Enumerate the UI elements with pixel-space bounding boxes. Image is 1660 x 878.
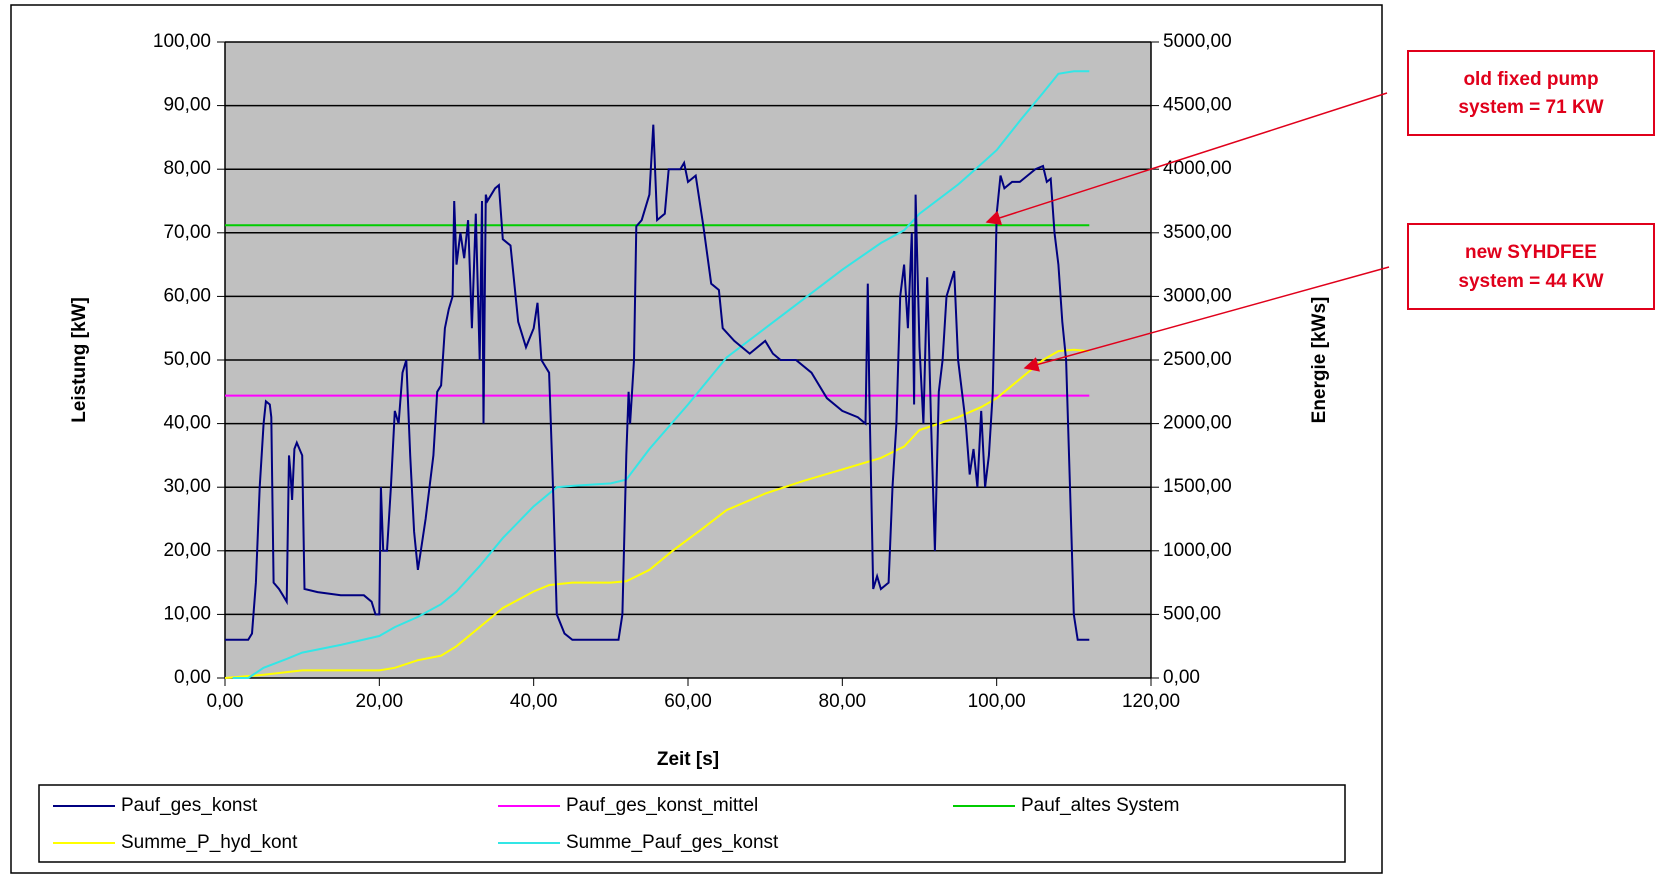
- annotation-text: system = 71 KW: [1458, 97, 1603, 118]
- y-tick-label: 10,00: [163, 603, 211, 624]
- x-tick-label: 20,00: [356, 691, 404, 712]
- y-tick-label: 70,00: [163, 222, 211, 243]
- legend-label: Summe_P_hyd_kont: [121, 832, 298, 853]
- y2-tick-label: 4000,00: [1163, 158, 1232, 179]
- x-tick-label: 80,00: [819, 691, 867, 712]
- y-tick-label: 80,00: [163, 158, 211, 179]
- y-axis-title: Leistung [kW]: [69, 297, 90, 423]
- y2-tick-label: 2500,00: [1163, 349, 1232, 370]
- annotation-text: system = 44 KW: [1458, 271, 1603, 292]
- y2-tick-label: 3000,00: [1163, 285, 1232, 306]
- y2-tick-label: 1500,00: [1163, 476, 1232, 497]
- annotation-box: [1407, 50, 1655, 136]
- series-line: [225, 124, 1090, 641]
- y2-tick-label: 3500,00: [1163, 222, 1232, 243]
- y2-tick-label: 500,00: [1163, 603, 1221, 624]
- y-tick-label: 0,00: [174, 667, 211, 688]
- x-tick-label: 40,00: [510, 691, 558, 712]
- legend-label: Pauf_ges_konst: [121, 795, 258, 816]
- y2-tick-label: 2000,00: [1163, 413, 1232, 434]
- annotation-box: [1407, 223, 1655, 310]
- plot: 0,00 10,00 20,00 30,00 40,00 50,00 60,00 70,00 8…: [153, 31, 1232, 712]
- annotation-arrow: [985, 92, 1388, 225]
- x-tick-label: 100,00: [968, 691, 1026, 712]
- y-tick-label: 20,00: [163, 540, 211, 561]
- x-tick-label: 120,00: [1122, 691, 1180, 712]
- y-tick-label: 90,00: [163, 95, 211, 116]
- y2-tick-label: 5000,00: [1163, 31, 1232, 52]
- y-tick-label: 60,00: [163, 285, 211, 306]
- annotation-text: new SYHDFEE: [1465, 242, 1597, 263]
- legend-label: Summe_Pauf_ges_konst: [566, 832, 779, 853]
- annotation-arrow: [1023, 266, 1390, 372]
- legend-box: [38, 784, 1346, 863]
- y2-tick-label: 1000,00: [1163, 540, 1232, 561]
- legend-label: Pauf_altes System: [1021, 795, 1179, 816]
- y2-tick-label: 4500,00: [1163, 95, 1232, 116]
- y2-tick-label: 0,00: [1163, 667, 1200, 688]
- y-tick-label: 30,00: [163, 476, 211, 497]
- x-axis-title: Zeit [s]: [657, 749, 719, 770]
- y2-axis-title: Energie [kWs]: [1309, 297, 1330, 424]
- y-tick-label: 40,00: [163, 413, 211, 434]
- annotation-text: old fixed pump: [1463, 69, 1598, 90]
- y-tick-label: 50,00: [163, 349, 211, 370]
- legend-label: Pauf_ges_konst_mittel: [566, 795, 758, 816]
- series-line: [224, 348, 1090, 679]
- y-tick-label: 100,00: [153, 31, 211, 52]
- x-tick-label: 60,00: [664, 691, 712, 712]
- x-tick-label: 0,00: [207, 691, 244, 712]
